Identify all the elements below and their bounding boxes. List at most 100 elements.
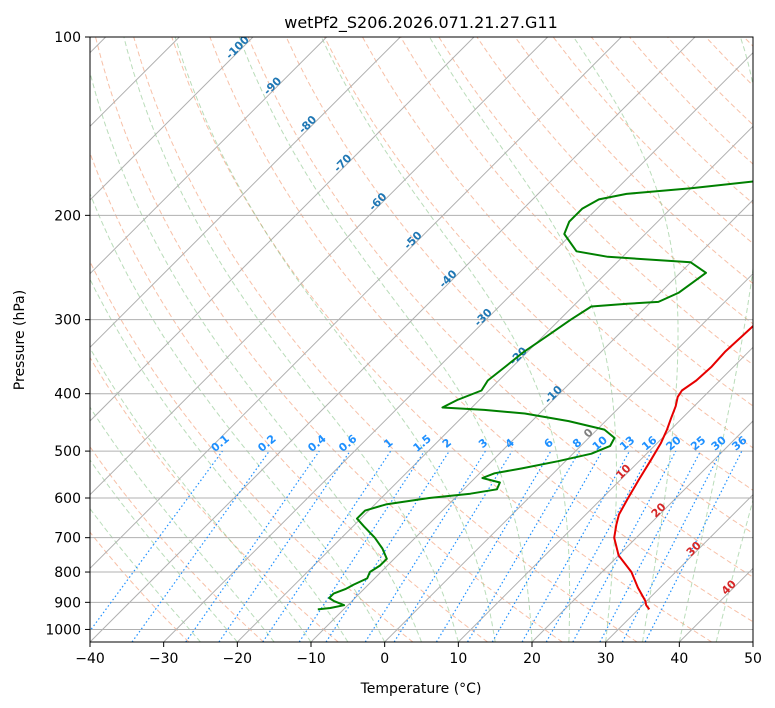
mixing-ratio-label: 1 (381, 436, 395, 451)
dewpoint-profile-line (317, 180, 753, 611)
dry-adiabat-line (323, 37, 753, 491)
y-tick-label: 800 (54, 565, 81, 581)
isotherm-line (90, 37, 328, 275)
isotherm-line (236, 125, 753, 642)
isotherm-label: -10 (542, 383, 565, 406)
chart-title: wetPf2_S206.2026.071.21.27.G11 (284, 13, 558, 33)
moist-adiabat-line (90, 278, 349, 642)
isotherm-label: -60 (366, 190, 389, 213)
dry-adiabat-line (667, 37, 753, 126)
mixing-ratio-line (599, 450, 702, 642)
x-tick-label: −10 (296, 651, 326, 667)
dry-adiabat-line (90, 260, 414, 642)
isotherm-line (752, 641, 753, 642)
mixing-ratio-line (521, 450, 631, 642)
moist-adiabat-line (238, 37, 533, 642)
dry-adiabat-line (209, 37, 753, 623)
x-tick-label: 40 (670, 651, 688, 667)
y-tick-label: 600 (54, 491, 81, 507)
isotherm-label: -30 (472, 306, 495, 329)
dry-adiabat-line (90, 356, 339, 642)
y-tick-label: 500 (54, 444, 81, 460)
background-lines (90, 37, 753, 642)
mixing-ratio-line (435, 450, 552, 642)
dry-adiabat-line (171, 37, 712, 642)
mixing-ratio-line (185, 450, 320, 642)
y-tick-label: 400 (54, 387, 81, 403)
isotherm-line (531, 420, 753, 642)
dry-adiabat-line (95, 37, 563, 642)
dry-adiabat-line (362, 37, 753, 449)
isotherm-label: 40 (719, 577, 739, 597)
x-axis-ticks: −40 −30 −20 −10 0 10 20 30 40 50 (75, 642, 762, 667)
mixing-ratio-label: 30 (709, 433, 729, 453)
moist-adiabat-line (90, 459, 238, 642)
mixing-ratio-label: 25 (688, 434, 708, 454)
isotherm-line (163, 51, 753, 642)
dry-adiabat-line (90, 151, 488, 642)
isotherm-line (90, 37, 401, 349)
mixing-ratio-line (545, 450, 653, 642)
moist-adiabat-line (90, 70, 422, 642)
isotherm-label: -90 (261, 74, 284, 97)
mixing-ratio-label: 6 (542, 436, 556, 451)
x-tick-label: 10 (449, 651, 467, 667)
mixing-ratio-line (90, 450, 223, 632)
dry-adiabat-line (285, 37, 753, 535)
isotherm-line (384, 272, 753, 642)
mixing-ratio-label: 20 (664, 433, 684, 453)
mixing-ratio-label: 2 (440, 436, 454, 451)
y-tick-label: 100 (54, 30, 81, 46)
dry-adiabat-line (743, 37, 753, 47)
moist-adiabat-line (573, 37, 679, 642)
x-tick-label: 50 (744, 651, 762, 667)
moist-adiabat-line (174, 37, 496, 642)
moist-adiabat-line (90, 507, 201, 642)
mixing-ratio-line (466, 450, 580, 642)
moist-adiabat-line (715, 498, 753, 642)
mixing-ratio-line (218, 450, 351, 642)
moist-adiabat-line (90, 347, 312, 642)
x-tick-label: 30 (597, 651, 615, 667)
sounding-profiles (317, 180, 753, 611)
moist-adiabat-line (90, 406, 275, 642)
mixing-ratio-line (491, 450, 603, 642)
moist-adiabat-line (429, 37, 617, 642)
y-tick-label: 300 (54, 313, 81, 329)
x-tick-label: −30 (149, 651, 179, 667)
y-tick-label: 900 (54, 595, 81, 611)
x-tick-label: 20 (523, 651, 541, 667)
mixing-ratio-line (393, 450, 513, 642)
mixing-ratio-label: 13 (617, 434, 637, 454)
dry-adiabat-line (590, 37, 753, 205)
isotherm-line (310, 199, 753, 642)
isotherm-line (457, 346, 753, 642)
mixing-ratio-line (298, 450, 425, 642)
isotherm-line (605, 493, 753, 642)
moist-adiabat-line (90, 192, 386, 642)
isotherm-line (90, 37, 696, 642)
isotherm-label: -80 (296, 113, 319, 136)
mixing-ratio-line (364, 450, 486, 642)
mixing-ratio-label: 3 (476, 436, 490, 451)
isotherm-line (90, 37, 622, 570)
plot-frame (89, 36, 754, 643)
mixing-ratio-line (572, 450, 677, 642)
isotherm-line (90, 37, 254, 201)
mixing-ratio-line (621, 450, 722, 642)
y-axis-ticks: 100 200 300 400 500 600 700 800 900 1000 (45, 30, 90, 638)
dry-adiabat-line (705, 37, 753, 87)
dry-adiabat-line (90, 531, 190, 642)
temperature-profile-line (613, 324, 753, 610)
mixing-ratio-label: 36 (730, 433, 750, 453)
mixing-ratio-line (325, 450, 450, 642)
isotherm-line (90, 37, 475, 422)
dry-adiabat-line (438, 37, 753, 366)
mixing-ratio-label: 8 (570, 436, 584, 451)
x-axis-label: Temperature (°C) (360, 681, 482, 697)
dry-adiabat-line (133, 37, 638, 642)
dry-adiabat-line (514, 37, 753, 285)
moist-adiabat-line (678, 37, 753, 642)
y-tick-label: 200 (54, 208, 81, 224)
isotherm-line (90, 37, 549, 496)
